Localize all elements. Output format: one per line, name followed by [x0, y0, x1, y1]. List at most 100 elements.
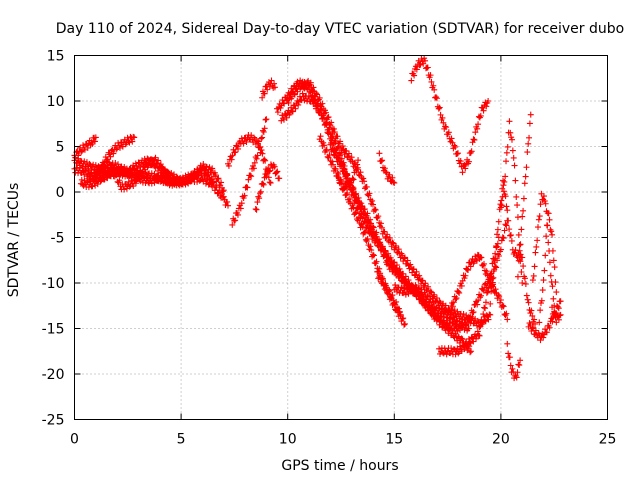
- series-segment: [534, 201, 544, 244]
- series-point: [210, 179, 217, 186]
- series-segment: [459, 156, 472, 176]
- series-segment: [259, 116, 269, 141]
- series-track-5: [97, 133, 138, 174]
- series-segment: [252, 193, 263, 213]
- series-point: [557, 311, 564, 318]
- series-segment: [369, 201, 386, 237]
- series-track-31: [549, 304, 564, 326]
- series-segment: [88, 173, 105, 190]
- series-point: [131, 134, 138, 141]
- series-segment: [519, 173, 529, 220]
- series-segment: [444, 288, 461, 321]
- series-track-10: [259, 77, 278, 101]
- series-segment: [163, 168, 179, 187]
- series-segment: [131, 163, 147, 187]
- series-track-27: [504, 340, 524, 382]
- series-point: [485, 98, 492, 104]
- series-point: [504, 316, 511, 323]
- y-axis-label: SDTVAR / TECUs: [6, 183, 22, 298]
- x-tick-label: 10: [279, 432, 297, 448]
- series-segment: [514, 214, 525, 275]
- series-segment: [382, 282, 397, 304]
- series-segment: [514, 226, 525, 280]
- x-tick-label: 20: [492, 432, 510, 448]
- series-track-25: [497, 118, 526, 286]
- series-track-6: [77, 154, 180, 193]
- series-segment: [105, 142, 120, 160]
- series-segment: [549, 231, 559, 286]
- y-tick-label: -10: [42, 276, 65, 292]
- y-axis: 15 10 5 0 -5 -10 -15 -20 -25: [42, 49, 608, 429]
- y-tick-label: -25: [42, 413, 65, 429]
- series-point: [401, 320, 408, 327]
- x-axis: 0 5 10 15 20 25: [70, 55, 617, 448]
- series-segment: [348, 185, 365, 213]
- series-segment: [299, 90, 316, 105]
- x-tick-label: 0: [70, 432, 79, 448]
- series-point: [397, 311, 404, 318]
- series-point: [504, 207, 511, 214]
- series-segment: [478, 99, 491, 114]
- x-tick-label: 25: [599, 432, 617, 448]
- series-segment: [453, 150, 465, 170]
- series-track-21: [436, 234, 502, 358]
- series-segment: [423, 293, 440, 315]
- series-segment: [246, 132, 260, 148]
- series-point: [519, 280, 526, 286]
- series-point: [465, 325, 472, 332]
- series-segment: [553, 312, 563, 326]
- series-segment: [152, 154, 169, 179]
- series-segment: [77, 176, 94, 191]
- series-segment: [306, 79, 322, 104]
- series-segment: [440, 119, 452, 138]
- series-segment: [267, 77, 278, 91]
- series-segment: [455, 338, 472, 357]
- series-point: [553, 289, 560, 296]
- x-axis-label: GPS time / hours: [281, 458, 398, 474]
- series-segment: [536, 287, 546, 326]
- series-segment: [512, 361, 523, 381]
- chart-title: Day 110 of 2024, Sidereal Day-to-day VTE…: [56, 21, 624, 37]
- series-segment: [549, 304, 559, 321]
- series-segment: [497, 221, 510, 253]
- series-segment: [455, 318, 472, 334]
- series-segment: [369, 228, 386, 253]
- series-segment: [274, 94, 290, 116]
- series-segment: [546, 259, 557, 302]
- series-point: [532, 320, 539, 327]
- series-point: [468, 348, 475, 355]
- series-segment: [99, 164, 115, 183]
- series-track-26: [514, 111, 534, 280]
- series-segment: [532, 327, 544, 344]
- series-segment: [504, 340, 514, 369]
- series-track-23: [465, 217, 539, 327]
- y-tick-label: 15: [47, 49, 65, 65]
- series-point: [263, 116, 270, 123]
- series-segment: [97, 154, 111, 174]
- series-point: [527, 111, 534, 118]
- series-segment: [506, 118, 516, 154]
- series-segment: [348, 161, 361, 184]
- series-segment: [252, 135, 265, 162]
- series-segment: [327, 119, 344, 147]
- series-segment: [295, 77, 312, 93]
- series-segment: [487, 268, 497, 307]
- grid: [74, 55, 608, 420]
- series-segment: [237, 176, 252, 212]
- y-tick-label: -5: [51, 231, 65, 247]
- series-track-24: [487, 177, 511, 307]
- series-segment: [340, 179, 354, 193]
- series-segment: [408, 63, 420, 84]
- series-segment: [382, 169, 397, 186]
- series-segment: [472, 285, 486, 308]
- series-segment: [423, 283, 440, 305]
- series-segment: [284, 85, 301, 106]
- series-segment: [444, 345, 461, 358]
- y-tick-label: 10: [47, 94, 65, 110]
- series-track-17: [374, 268, 404, 318]
- series-segment: [544, 210, 555, 235]
- series-segment: [380, 228, 397, 250]
- series-point: [173, 179, 180, 186]
- series-segment: [256, 171, 269, 197]
- series-segment: [376, 150, 388, 174]
